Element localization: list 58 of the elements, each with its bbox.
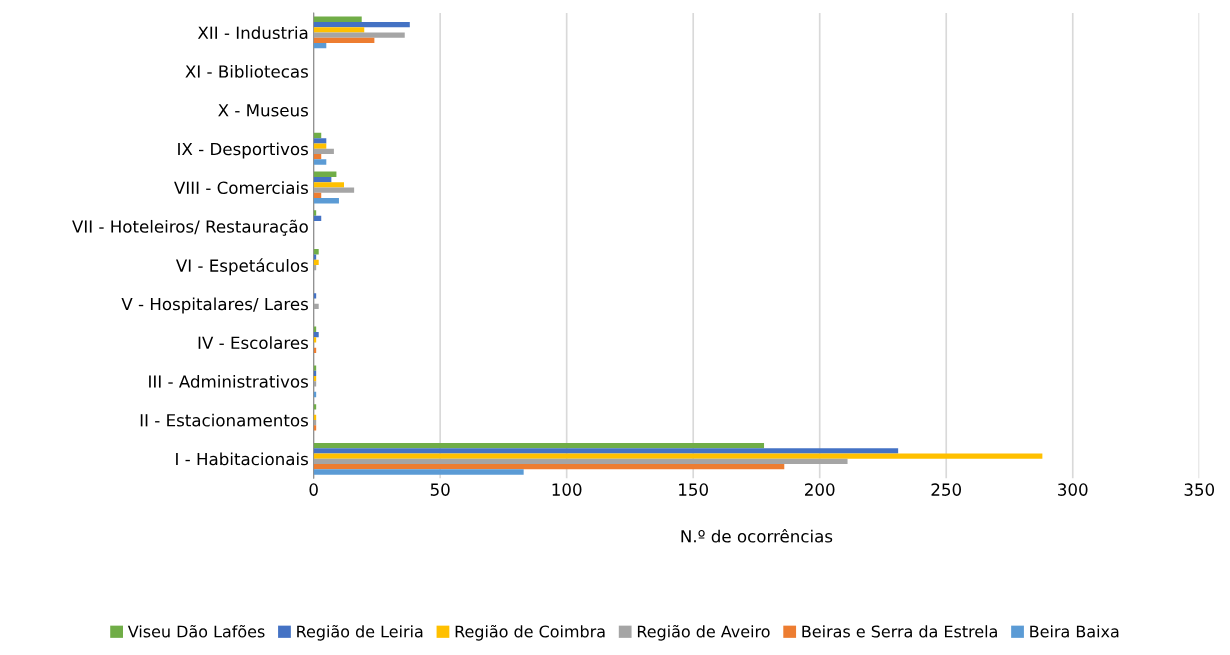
x-tick-label: 200 — [805, 483, 835, 496]
bar — [313, 303, 319, 310]
bar — [313, 210, 317, 216]
bar — [313, 143, 327, 149]
y-tick-label: IV - Escolares — [198, 336, 308, 350]
y-tick-label: VIII - Comerciais — [174, 181, 308, 195]
legend-label: Viseu Dão Lafões — [127, 624, 265, 638]
bar — [313, 21, 410, 28]
x-tick-label: 350 — [1184, 483, 1215, 496]
bar — [313, 159, 327, 165]
y-tick-label: VII - Hoteleiros/ Restauração — [72, 219, 308, 236]
x-axis-title: N.º de ocorrências — [681, 529, 833, 543]
bar — [313, 16, 362, 22]
x-tick-label: 300 — [1058, 483, 1088, 496]
y-tick-label: X - Museus — [218, 104, 308, 117]
y-tick-label: IX - Desportivos — [178, 142, 308, 159]
legend-label: Região de Aveiro — [637, 624, 770, 641]
x-tick-label: 50 — [430, 483, 450, 496]
x-tick-label: 150 — [679, 483, 708, 496]
bar — [313, 464, 785, 470]
legend-label: Região de Leiria — [297, 624, 423, 641]
bar — [313, 469, 524, 475]
bar — [313, 365, 317, 371]
bar — [313, 43, 327, 49]
bar — [313, 27, 365, 33]
bar — [313, 259, 319, 265]
bar — [313, 448, 899, 454]
y-tick-label: III - Administrativos — [149, 374, 308, 388]
y-tick-label: V - Hospitalares/ Lares — [121, 297, 308, 314]
bar — [313, 198, 339, 204]
y-tick-label: VI - Espetáculos — [175, 258, 308, 276]
legend-label: Beira Baixa — [1030, 625, 1119, 638]
bar — [313, 453, 1043, 459]
x-tick-label: 250 — [931, 483, 962, 496]
y-tick-label: XII - Industria — [197, 26, 308, 40]
x-tick-label: 0 — [309, 483, 318, 496]
x-tick-label: 100 — [552, 483, 582, 496]
y-tick-label: II - Estacionamentos — [140, 413, 308, 427]
bar — [313, 249, 319, 255]
bar — [313, 148, 334, 155]
bar — [313, 138, 327, 144]
bar — [313, 337, 317, 343]
legend-label: Beiras e Serra da Estrela — [802, 625, 997, 638]
bar — [313, 37, 375, 44]
bar — [313, 254, 317, 260]
y-tick-label: XI - Bibliotecas — [185, 64, 308, 78]
bar — [313, 176, 332, 183]
legend-label: Região de Coimbra — [455, 624, 605, 641]
bar — [313, 458, 848, 465]
bar — [313, 182, 345, 188]
bar — [313, 171, 337, 177]
bar — [313, 381, 317, 387]
y-tick-label: I - Habitacionais — [176, 452, 308, 466]
bar — [313, 32, 405, 38]
bar — [313, 442, 765, 449]
bar — [313, 425, 317, 431]
bar — [313, 187, 355, 193]
bar — [313, 331, 319, 338]
